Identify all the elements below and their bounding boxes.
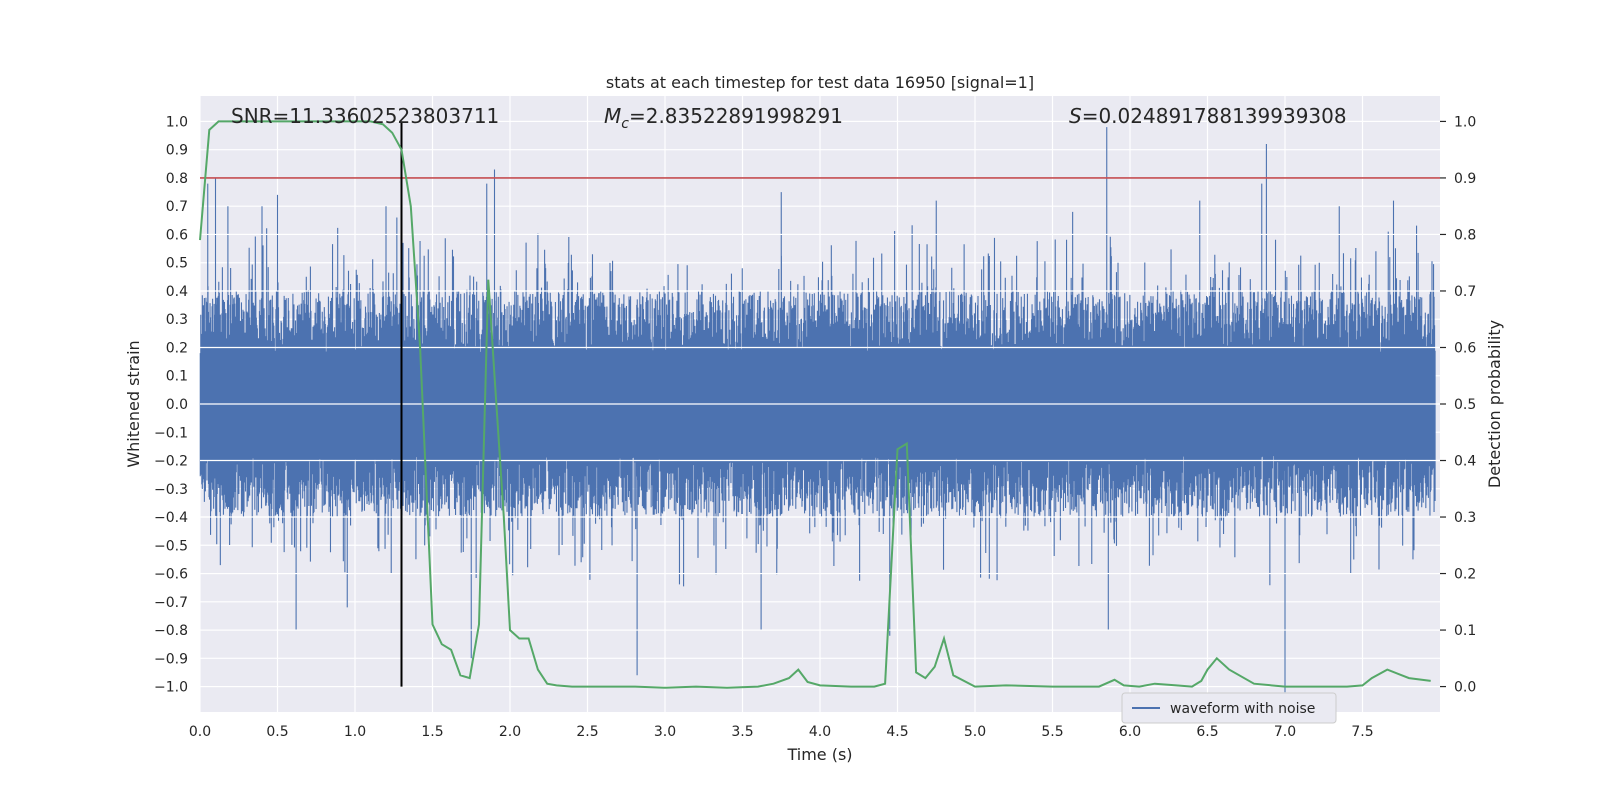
legend-entry: waveform with noise [1170,701,1315,717]
x-tick-label: 7.0 [1274,724,1296,740]
y-left-tick-label: −0.9 [154,651,188,667]
y-right-tick-label: 0.3 [1454,510,1476,526]
waveform-series [199,127,1436,693]
x-tick-label: 6.5 [1196,724,1218,740]
x-tick-label: 6.0 [1119,724,1141,740]
y-right-tick-label: 0.9 [1454,171,1476,187]
y-right-tick-label: 0.5 [1454,397,1476,413]
y-right-tick-label: 0.4 [1454,454,1476,470]
chart-title: stats at each timestep for test data 169… [606,73,1034,92]
y-axis-label-right: Detection probability [1485,320,1504,488]
y-axis-label-left: Whitened strain [124,340,143,467]
y-left-tick-label: −0.7 [154,595,188,611]
y-left-tick-label: −0.3 [154,482,188,498]
y-left-tick-label: 0.2 [166,340,188,356]
y-right-tick-label: 0.1 [1454,623,1476,639]
y-left-tick-label: −0.5 [154,538,188,554]
x-tick-label: 4.0 [809,724,831,740]
x-tick-label: 2.0 [499,724,521,740]
y-right-tick-label: 1.0 [1454,114,1476,130]
y-left-tick-label: −0.8 [154,623,188,639]
legend-box [1121,692,1337,724]
y-left-tick-label: 0.0 [166,397,188,413]
x-tick-label: 4.5 [886,724,908,740]
y-right-tick-label: 0.8 [1454,227,1476,243]
s-value: =0.024891788139939308 [1082,104,1347,128]
x-tick-label: 1.0 [344,724,366,740]
y-right-tick-label: 0.0 [1454,680,1476,696]
y-left-tick-label: 0.8 [166,171,188,187]
ticks: 0.0 0.5 1.0 1.5 2.0 2.5 3.0 3.5 4.0 4.5 5.0 5.5 6.0 6… [154,114,1476,740]
y-left-tick-label: 0.1 [166,369,188,385]
y-left-tick-label: 0.4 [166,284,188,300]
x-tick-label: 0.0 [189,724,211,740]
s-annotation: S=0.024891788139939308 [1069,104,1347,128]
x-tick-label: 5.5 [1041,724,1063,740]
y-right-tick-label: 0.2 [1454,567,1476,583]
detection-probability-line [199,120,1431,689]
mc-value: =2.83522891998291 [629,104,843,128]
chirp-mass-annotation: Mc=2.83522891998291 [604,104,843,132]
s-symbol: S [1069,104,1082,128]
y-left-tick-label: −0.4 [154,510,188,526]
y-left-tick-label: −0.2 [154,454,188,470]
y-left-tick-label: −1.0 [154,680,188,696]
y-left-tick-label: −0.6 [154,567,188,583]
y-left-tick-label: 0.7 [166,199,188,215]
snr-annotation: SNR=11.33602523803711 [231,104,499,128]
x-tick-label: 2.5 [576,724,598,740]
y-left-tick-label: 0.6 [166,227,188,243]
mc-subscript: c [621,116,629,132]
x-tick-label: 1.5 [421,724,443,740]
y-right-tick-label: 0.6 [1454,340,1476,356]
y-left-tick-label: 0.5 [166,256,188,272]
mc-symbol: M [604,104,621,128]
y-right-tick-label: 0.7 [1454,284,1476,300]
y-left-tick-label: 0.3 [166,312,188,328]
waveform-trace [199,127,1436,693]
x-tick-label: 3.0 [654,724,676,740]
x-axis-label: Time (s) [786,745,852,764]
x-tick-label: 3.5 [731,724,753,740]
x-tick-label: 7.5 [1351,724,1373,740]
x-tick-label: 5.0 [964,724,986,740]
y-left-tick-label: 1.0 [166,114,188,130]
x-tick-label: 0.5 [266,724,288,740]
y-left-tick-label: −0.1 [154,425,188,441]
legend: waveform with noise [1121,692,1337,724]
y-left-tick-label: 0.9 [166,143,188,159]
